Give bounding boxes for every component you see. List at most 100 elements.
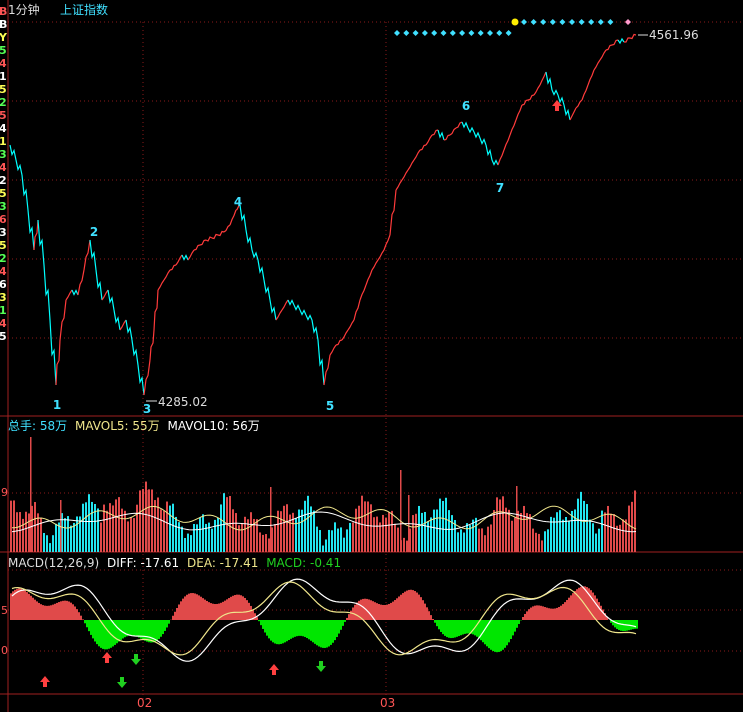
macd-bar [112,620,114,647]
macd-bar [244,597,246,620]
volume-bar [394,523,396,552]
price-line-segment [329,344,337,356]
macd-bar [594,595,596,620]
volume-bar [205,523,207,552]
volume-bar [346,529,348,552]
macd-bar [334,620,336,641]
volume-bar [55,523,57,552]
volume-bar [142,488,144,552]
volume-spike [60,500,62,552]
price-line-segment [599,49,607,61]
macd-bar [494,620,496,652]
price-line-segment [539,71,547,86]
macd-bar [14,589,16,620]
period-label[interactable]: 1分钟 [8,3,40,17]
macd-bar [240,595,242,620]
volume-bar [115,499,117,552]
macd-bar [98,620,100,647]
volume-bar [313,510,315,552]
macd-bar [292,620,294,638]
macd-bar [466,620,468,634]
macd-bar [360,599,362,620]
macd-bar [30,595,32,620]
macd-bar [368,599,370,620]
macd-bar [410,589,412,620]
macd-bar [34,599,36,620]
index-name-label[interactable]: 上证指数 [60,3,109,17]
macd-bar [496,620,498,653]
price-line-segment [359,284,367,301]
macd-bar [402,593,404,620]
macd-bar [226,599,228,620]
volume-bar [82,503,84,552]
macd-bar [260,620,262,626]
volume-bar [388,512,390,552]
volume-bar [364,501,366,552]
macd-bar [414,591,416,620]
macd-bar [274,620,276,644]
volume-bar [538,533,540,552]
macd-bar [276,620,278,645]
volume-bar [556,512,558,552]
macd-bar [632,620,634,630]
price-line-segment [335,339,343,346]
macd-bar [554,608,556,620]
volume-bar [334,522,336,552]
volume-bar [607,505,609,552]
macd-bar [100,620,102,648]
price-line-segment [199,239,207,246]
volume-bar [499,499,501,552]
macd-bar [318,620,320,647]
volume-bar [319,530,321,552]
volume-bar [25,511,27,552]
volume-bar [73,522,75,552]
signal-diamond [530,19,537,25]
volume-bar [172,503,174,552]
x-tick-label-02: 02 [137,696,153,710]
macd-arrow-up [102,652,112,663]
volume-bar [88,494,90,552]
left-rail-char: Y [0,32,7,44]
macd-bar [84,620,86,624]
macd-bar [26,592,28,620]
price-line-segment [401,169,409,181]
volume-bar [361,495,363,552]
macd-bar [556,607,558,620]
macd-bar [366,598,368,620]
macd-bar [92,620,94,639]
volume-bar [256,519,258,552]
left-rail-char: 4 [0,162,7,174]
macd-bar [12,591,14,620]
volume-bar [550,516,552,552]
macd-bar [378,604,380,620]
volume-bar [589,519,591,552]
volume-bar [391,510,393,552]
volume-bar [523,505,525,552]
price-line-segment [575,99,583,109]
volume-bar [535,532,537,552]
volume-bar [352,522,354,552]
price-line-segment [83,239,91,271]
macd-bar [190,593,192,620]
macd-bar [116,620,118,644]
volume-bar [457,532,459,552]
macd-bar [542,606,544,620]
volume-bar [109,503,111,552]
volume-bar [415,513,417,552]
macd-bar [262,620,264,629]
volume-bar [100,522,102,552]
price-line-segment [563,104,571,121]
macd-bar [454,620,456,638]
macd-bar [148,620,150,643]
price-line-segment [443,134,451,141]
volume-bar [64,518,66,552]
volume-spike [270,487,272,552]
volume-bar [46,535,48,552]
volume-bar [358,505,360,552]
macd-bar [408,589,410,620]
macd-bar [598,602,600,620]
price-line-segment [71,289,79,296]
